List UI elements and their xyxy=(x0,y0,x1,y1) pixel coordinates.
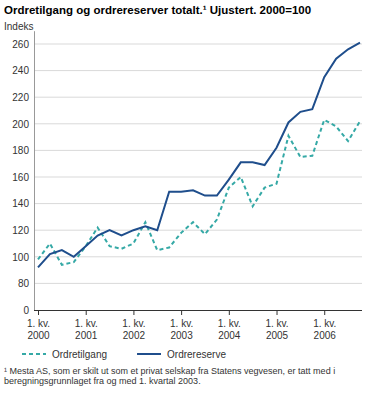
x-tick-mark xyxy=(133,310,134,315)
x-tick: 1. kv.2000 xyxy=(27,310,50,341)
y-tick-label: 160 xyxy=(12,172,29,183)
y-tick: 100 xyxy=(12,251,34,262)
x-tick-mark xyxy=(277,310,278,315)
y-tick: 0 xyxy=(23,305,34,316)
legend-label: Ordrereserve xyxy=(167,349,226,360)
x-axis: 1. kv.2000 1. kv.2001 1. kv.2002 1. kv.2003… xyxy=(27,310,362,341)
grid-line xyxy=(34,177,362,178)
x-tick-mark xyxy=(181,310,182,315)
y-tick: 220 xyxy=(12,92,34,103)
y-tick: 260 xyxy=(12,39,34,50)
x-tick: 1. kv.2005 xyxy=(265,310,288,341)
x-tick-label: 1. kv.2003 xyxy=(170,318,193,341)
x-tick-mark xyxy=(86,310,87,315)
legend-swatch xyxy=(137,353,161,355)
y-label: Indeks xyxy=(4,21,33,32)
x-tick-label: 1. kv.2004 xyxy=(218,318,241,341)
grid-line xyxy=(34,123,362,124)
x-tick-label: 1. kv.2005 xyxy=(265,318,288,341)
x-tick-label: 1. kv.2002 xyxy=(122,318,145,341)
grid-line xyxy=(34,203,362,204)
y-tick: 160 xyxy=(12,172,34,183)
y-tick-label: 100 xyxy=(12,251,29,262)
x-tick-label: 1. kv.2006 xyxy=(313,318,336,341)
x-axis-line xyxy=(34,310,362,311)
y-tick-label: 260 xyxy=(12,39,29,50)
y-tick: 140 xyxy=(12,198,34,209)
x-tick: 1. kv.2004 xyxy=(218,310,241,341)
x-tick: 1. kv.2001 xyxy=(75,310,98,341)
grid-line xyxy=(34,283,362,284)
x-tick: 1. kv.2002 xyxy=(122,310,145,341)
x-tick: 1. kv.2006 xyxy=(313,310,336,341)
x-tick-mark xyxy=(324,310,325,315)
grid-line xyxy=(34,150,362,151)
grid-line xyxy=(34,44,362,45)
y-tick-label: 220 xyxy=(12,92,29,103)
y-tick: 240 xyxy=(12,65,34,76)
y-tick-label: 140 xyxy=(12,198,29,209)
y-tick: 80 xyxy=(18,278,34,289)
y-tick: 120 xyxy=(12,225,34,236)
x-tick-mark xyxy=(229,310,230,315)
x-tick-label: 1. kv.2001 xyxy=(75,318,98,341)
x-tick: 1. kv.2003 xyxy=(170,310,193,341)
grid-line xyxy=(34,70,362,71)
y-tick: 200 xyxy=(12,119,34,130)
legend-swatch xyxy=(22,353,46,355)
y-axis: 0 80 100 120 140 160 180 200 220 240 260 xyxy=(12,31,34,316)
footnote: ¹ Mesta AS, som er skilt ut som et priva… xyxy=(4,366,335,386)
y-tick-label: 80 xyxy=(18,278,30,289)
grid-line xyxy=(34,230,362,231)
chart: Ordretilgang og ordrereserver totalt.¹ U… xyxy=(0,0,369,393)
y-axis-line xyxy=(34,31,35,310)
legend: Ordretilgang Ordrereserve xyxy=(22,349,226,360)
grid-line xyxy=(34,256,362,257)
y-tick: 180 xyxy=(12,145,34,156)
x-tick-label: 1. kv.2000 xyxy=(27,318,50,341)
x-tick-mark xyxy=(38,310,39,315)
title: Ordretilgang og ordrereserver totalt.¹ U… xyxy=(4,4,311,16)
y-tick-label: 180 xyxy=(12,145,29,156)
grid-line xyxy=(34,97,362,98)
legend-label: Ordretilgang xyxy=(52,349,107,360)
y-tick-label: 120 xyxy=(12,225,29,236)
y-tick-label: 240 xyxy=(12,65,29,76)
series-line xyxy=(38,43,360,268)
y-tick-label: 200 xyxy=(12,119,29,130)
plot-area xyxy=(38,43,360,268)
y-tick-label: 0 xyxy=(23,305,29,316)
